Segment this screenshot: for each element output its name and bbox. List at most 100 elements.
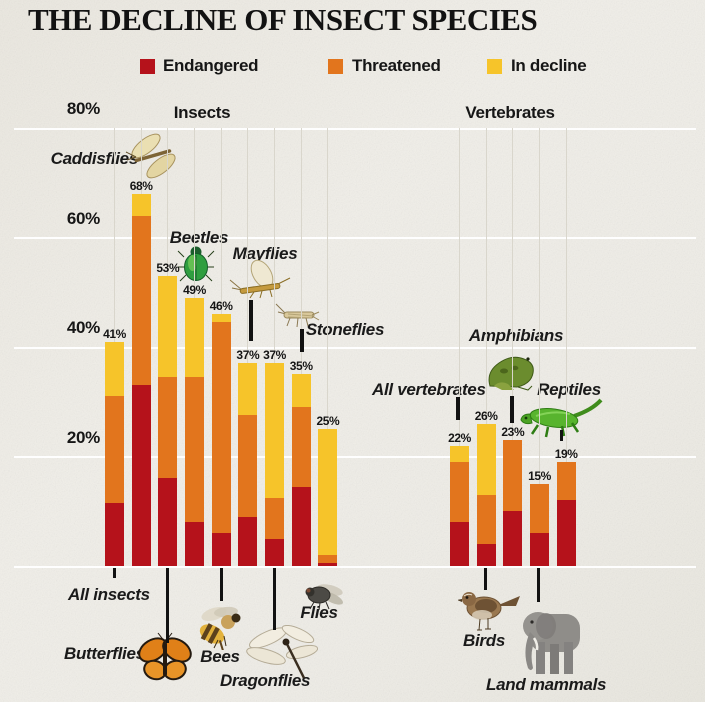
label-all-insects: All insects <box>68 585 150 604</box>
segment-in-decline <box>211 314 231 323</box>
segment-endangered <box>105 503 124 566</box>
legend-label-in-decline: In decline <box>511 56 587 75</box>
segment-threatened <box>131 215 151 386</box>
bar-stoneflies <box>291 374 311 566</box>
butterflies-leader <box>166 568 169 643</box>
land-mammals-leader <box>537 568 540 602</box>
bar-amphibians <box>503 440 523 566</box>
reptiles-leader <box>560 430 563 441</box>
label-amphibians: Amphibians <box>468 326 564 345</box>
segment-in-decline <box>291 374 311 408</box>
segment-in-decline <box>185 297 204 378</box>
bee-icon <box>199 606 241 650</box>
segment-in-decline <box>450 445 469 462</box>
legend-swatch-endangered <box>140 59 155 74</box>
butterfly-icon <box>138 632 192 681</box>
segment-threatened <box>265 497 285 539</box>
segment-threatened <box>450 461 469 523</box>
bar-beetles <box>185 297 204 566</box>
group-header-vertebrates: Vertebrates <box>465 103 555 122</box>
label-birds: Birds <box>463 631 505 650</box>
elephant-icon <box>523 612 580 674</box>
axis-tick-80: 80% <box>66 99 100 118</box>
segment-endangered <box>503 511 523 566</box>
bar-flies <box>318 429 338 566</box>
vertical-gridline <box>539 128 540 566</box>
axis-tick-20: 20% <box>66 428 100 447</box>
chart-title: THE DECLINE OF INSECT SPECIES <box>28 2 538 37</box>
label-bees: Bees <box>200 647 240 666</box>
vertical-gridline <box>565 128 567 566</box>
label-butterflies: Butterflies <box>64 644 145 663</box>
bar-bees <box>211 314 231 566</box>
legend-swatch-in-decline <box>487 59 502 74</box>
segment-threatened <box>530 483 549 534</box>
segment-endangered <box>265 538 285 566</box>
segment-threatened <box>105 396 124 504</box>
segment-in-decline <box>476 423 496 495</box>
value-label-bees: 46% <box>209 299 233 314</box>
vertical-gridline <box>274 128 276 566</box>
label-dragonflies: Dragonflies <box>220 671 311 690</box>
segment-endangered <box>211 533 231 566</box>
frog-icon <box>488 356 534 391</box>
bar-mayflies <box>238 363 258 566</box>
segment-threatened <box>291 407 311 487</box>
value-label-flies: 25% <box>316 414 340 429</box>
value-label-caddisflies: 68% <box>129 178 153 193</box>
bar-land-mammals <box>530 483 549 566</box>
segment-in-decline <box>105 341 124 397</box>
bar-birds <box>476 423 496 566</box>
value-label-mayflies: 37% <box>236 348 260 363</box>
value-label-birds: 26% <box>474 408 498 423</box>
label-all-vertebrates: All vertebrates <box>372 380 486 399</box>
amphibians-leader <box>510 396 514 423</box>
value-label-stoneflies: 35% <box>289 359 313 374</box>
mayfly-icon <box>229 259 291 299</box>
segment-threatened <box>211 322 231 534</box>
label-beetles: Beetles <box>169 228 229 247</box>
segment-endangered <box>238 516 258 566</box>
segment-endangered <box>185 522 204 566</box>
gridline-60 <box>14 237 696 239</box>
vertical-gridline <box>512 128 514 566</box>
segment-in-decline <box>238 363 258 416</box>
mayflies-leader <box>249 300 253 341</box>
bar-caddisflies <box>131 193 151 566</box>
segment-in-decline <box>131 193 151 216</box>
bar-reptiles <box>556 461 576 566</box>
segment-threatened <box>476 494 496 545</box>
value-label-all-vertebrates: 22% <box>448 430 471 445</box>
beetle-icon <box>177 246 215 282</box>
value-label-amphibians: 23% <box>501 425 525 440</box>
bar-butterflies <box>158 275 178 566</box>
label-reptiles: Reptiles <box>537 380 601 399</box>
value-label-reptiles: 19% <box>554 446 578 461</box>
value-label-beetles: 49% <box>183 282 206 297</box>
stonefly-icon <box>275 303 320 328</box>
legend-label-threatened: Threatened <box>352 56 441 75</box>
fly-icon <box>305 584 343 611</box>
legend-label-endangered: Endangered <box>163 56 259 75</box>
segment-threatened <box>158 377 178 479</box>
gridline-80 <box>14 128 696 130</box>
axis-tick-60: 60% <box>66 209 100 228</box>
vertical-gridline <box>327 128 329 566</box>
vertical-gridline <box>247 128 249 566</box>
label-land-mammals: Land mammals <box>486 675 607 694</box>
segment-endangered <box>476 544 496 566</box>
bird-icon <box>458 592 520 631</box>
gridline-40 <box>14 347 696 349</box>
bar-dragonflies <box>265 363 285 566</box>
segment-in-decline <box>318 429 338 556</box>
segment-endangered <box>158 478 178 566</box>
vertical-gridline <box>485 128 487 566</box>
gridline-0-baseline <box>14 566 696 568</box>
value-label-butterflies: 53% <box>156 260 180 275</box>
axis-tick-40: 40% <box>66 318 100 337</box>
segment-endangered <box>291 486 311 566</box>
label-caddisflies: Caddisflies <box>50 149 139 168</box>
dragonfly-icon <box>246 624 319 679</box>
birds-leader <box>484 568 487 590</box>
